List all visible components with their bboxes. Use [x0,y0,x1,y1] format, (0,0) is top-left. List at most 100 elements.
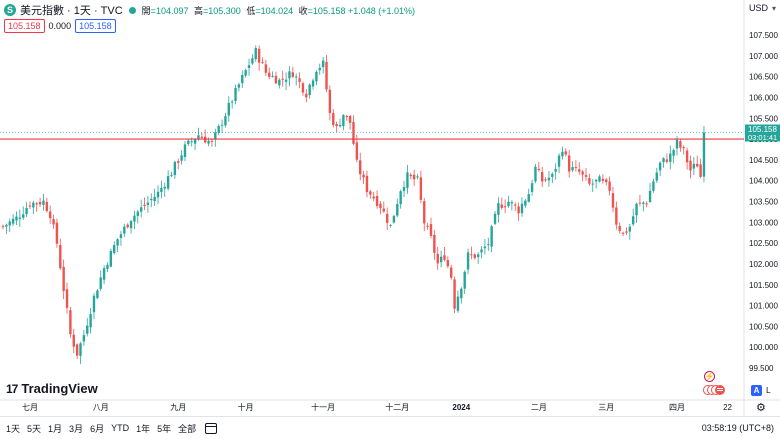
candle [32,200,35,215]
candle [338,118,342,128]
candle [177,158,180,170]
candle [446,256,450,269]
candle [423,197,426,232]
range-ytd[interactable]: YTD [111,423,130,433]
candle [180,150,183,165]
candle [244,68,247,78]
candle [426,222,429,230]
log-scale-button[interactable]: L [766,385,771,395]
candle [332,109,335,128]
candle [193,138,197,151]
candle [470,246,473,260]
range-5d[interactable]: 5天 [27,423,42,434]
symbol-title[interactable]: 美元指數 · 1天 · TVC [20,5,123,17]
range-3m[interactable]: 3月 [69,423,84,434]
candle [524,198,527,208]
x-tick-label: 十二月 [385,402,409,412]
gear-icon[interactable]: ⚙ [756,402,766,414]
currency-label: USD [748,3,768,13]
clock-display[interactable]: 03:58:19 (UTC+8) [701,423,774,433]
candle [160,180,163,199]
x-tick-label: 七月 [22,403,38,412]
candle [466,248,470,275]
candle [59,238,62,270]
candle [261,57,264,64]
candle [139,199,143,218]
candle [318,63,321,75]
candle [102,265,106,285]
y-tick-label: 107.500 [749,31,778,40]
candles [1,45,706,365]
range-1d[interactable]: 1天 [6,423,21,434]
close-value: =105.158 [307,5,346,16]
candle [672,148,675,164]
candle [490,224,493,253]
candle [652,178,655,193]
candle [284,72,288,91]
y-tick-label: 101.000 [749,302,778,311]
candle [527,188,530,203]
range-all[interactable]: 全部 [178,423,197,434]
candle [183,140,187,161]
range-5y[interactable]: 5年 [157,423,172,434]
candle [288,66,291,87]
candle [187,139,190,147]
candle [301,81,305,96]
candle [365,170,369,198]
buy-price-button[interactable]: 105.158 [75,19,116,33]
candle [109,248,113,268]
candle [453,276,456,314]
y-tick-label: 100.500 [749,322,778,331]
candle [38,197,42,208]
ohlc-values: 開=104.097 高=105.300 低=104.024 收=105.158 … [142,4,415,17]
flash-icon[interactable]: ⚡ [704,371,715,382]
candle [547,170,551,187]
tradingview-logo[interactable]: 17 TradingView [6,381,98,396]
currency-selector[interactable]: USD ▾ [749,3,776,13]
candle [268,67,271,80]
x-tick-label: 九月 [170,403,186,412]
y-tick-label: 99.500 [749,364,774,373]
candle [682,145,685,155]
range-6m[interactable]: 6月 [90,423,105,434]
calendar-icon[interactable] [205,422,218,434]
candle [642,201,645,212]
y-tick-label: 102.000 [749,260,778,269]
range-1y[interactable]: 1年 [136,423,151,434]
candle [22,206,25,221]
tradingview-logo-text: TradingView [21,381,98,396]
chevron-down-icon: ▾ [771,3,776,13]
auto-scale-button[interactable]: A [751,385,762,396]
candle [520,197,524,217]
candle [86,318,89,337]
candle [561,146,564,160]
spread-value: 0.000 [48,21,72,31]
candle [89,307,92,334]
countdown-label: 03:01:41 [748,133,777,142]
candle [254,45,257,62]
candle [389,224,392,228]
candle [450,264,453,280]
events-flag-icon[interactable] [703,385,729,395]
x-tick-label: 二月 [531,403,547,412]
candle [402,180,406,197]
candle [5,223,8,234]
candle [298,72,301,89]
candle [699,158,702,179]
candle [52,214,55,229]
y-tick-label: 105.500 [749,114,778,123]
sell-price-button[interactable]: 105.158 [4,19,45,33]
candle [241,70,244,89]
candle [96,289,99,300]
range-1m[interactable]: 1月 [48,423,63,434]
candle [123,223,126,238]
candle [662,157,665,168]
candle [311,78,315,90]
candle [106,262,109,272]
x-tick-label: 十一月 [311,402,335,412]
candle [72,328,75,354]
low-value: =104.024 [255,5,294,16]
candle [433,229,436,260]
candle [55,218,59,248]
